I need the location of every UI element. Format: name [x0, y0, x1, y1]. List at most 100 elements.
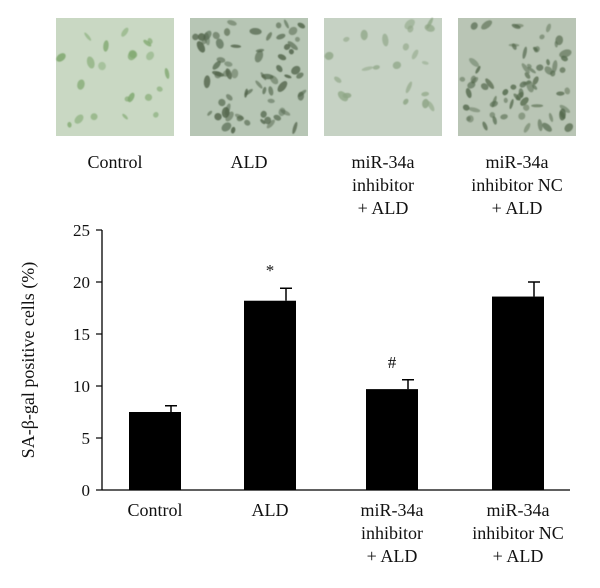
- cell-texture: [192, 19, 307, 135]
- x-tick-label: miR-34a inhibitor NC + ALD: [472, 500, 564, 566]
- cell: [267, 98, 275, 104]
- x-tick-label: Control: [127, 500, 182, 520]
- cell: [481, 20, 493, 30]
- cell: [511, 43, 517, 50]
- cell: [244, 119, 251, 126]
- cell: [276, 33, 286, 40]
- cell: [224, 103, 231, 116]
- cell: [421, 91, 430, 97]
- cell: [462, 104, 470, 111]
- cell: [502, 89, 509, 96]
- cell: [421, 61, 429, 65]
- cell: [283, 19, 290, 29]
- cell: [56, 53, 66, 62]
- cell: [287, 41, 298, 51]
- micrograph-panel-2: ALD: [190, 18, 308, 172]
- cell: [482, 121, 488, 131]
- cell: [153, 112, 159, 118]
- cell: [337, 91, 349, 102]
- cell: [291, 65, 301, 75]
- cell: [466, 115, 474, 123]
- cell: [218, 98, 226, 107]
- cell: [121, 27, 129, 37]
- cell: [527, 66, 536, 74]
- y-tick-label: 25: [73, 221, 90, 240]
- cell-texture: [56, 27, 170, 128]
- cell: [520, 97, 529, 106]
- cell: [255, 80, 263, 89]
- cell: [146, 51, 155, 61]
- cell: [214, 71, 222, 79]
- cell-texture: [459, 20, 574, 133]
- cell: [524, 72, 531, 79]
- cell: [559, 49, 572, 58]
- y-tick-label: 0: [82, 481, 91, 500]
- cell: [548, 112, 554, 122]
- cell: [295, 36, 300, 42]
- micrograph-label: miR-34a inhibitor + ALD: [352, 152, 415, 218]
- cell: [532, 46, 538, 52]
- cell: [277, 81, 288, 92]
- cell: [402, 43, 410, 51]
- cell: [514, 23, 524, 28]
- cell: [128, 50, 138, 59]
- cell: [544, 66, 553, 75]
- cell: [324, 51, 334, 60]
- cell: [343, 36, 350, 42]
- x-tick-label: miR-34a inhibitor + ALD: [361, 500, 424, 566]
- cell: [545, 23, 552, 33]
- cell: [491, 95, 497, 108]
- cell: [471, 76, 479, 84]
- cell: [532, 76, 539, 85]
- cell: [275, 22, 282, 29]
- cell: [403, 98, 409, 105]
- cell: [278, 107, 286, 117]
- cell: [283, 43, 291, 50]
- cell: [212, 61, 221, 70]
- cell: [284, 74, 292, 79]
- cell: [90, 113, 98, 121]
- cell: [361, 66, 374, 71]
- cell: [212, 31, 220, 40]
- cell: [260, 119, 266, 125]
- cell: [127, 92, 135, 103]
- cell: [222, 70, 230, 77]
- cell: [559, 111, 566, 119]
- cell: [392, 61, 402, 70]
- cell: [297, 22, 306, 29]
- cell: [231, 68, 239, 79]
- cell: [203, 75, 211, 89]
- y-tick-label: 10: [73, 377, 90, 396]
- cell: [192, 33, 199, 41]
- cell: [254, 50, 264, 63]
- cell: [276, 64, 283, 73]
- cell: [469, 57, 480, 67]
- cell: [214, 113, 222, 121]
- cell: [225, 94, 233, 101]
- micrograph-panel-3: miR-34a inhibitor + ALD: [324, 17, 442, 218]
- cell-texture: [324, 17, 435, 112]
- bar-3: [366, 389, 418, 490]
- cell: [297, 89, 307, 97]
- cell: [405, 81, 413, 94]
- micrograph-row: Control ALD miR-34a inhibitor + ALD miR-34a in…: [56, 17, 576, 218]
- cell: [296, 72, 304, 79]
- cell: [334, 76, 342, 83]
- cell: [288, 26, 298, 36]
- cell: [521, 63, 530, 74]
- bar-4: [492, 296, 544, 490]
- cell: [201, 39, 207, 45]
- cell: [262, 86, 267, 95]
- cell: [273, 114, 282, 121]
- cell: [382, 33, 389, 47]
- cell: [559, 104, 571, 113]
- cell: [546, 59, 550, 66]
- cell: [255, 48, 265, 53]
- cell: [196, 41, 206, 53]
- micrograph-panel-4: miR-34a inhibitor NC + ALD: [458, 18, 576, 218]
- bar-2: [244, 300, 296, 490]
- cell: [523, 104, 530, 111]
- y-tick-label: 20: [73, 273, 90, 292]
- cell: [230, 126, 236, 134]
- bar-chart: 0 5 10 15 20 25 SA-β-gal positive cells (%) Con…: [18, 221, 570, 566]
